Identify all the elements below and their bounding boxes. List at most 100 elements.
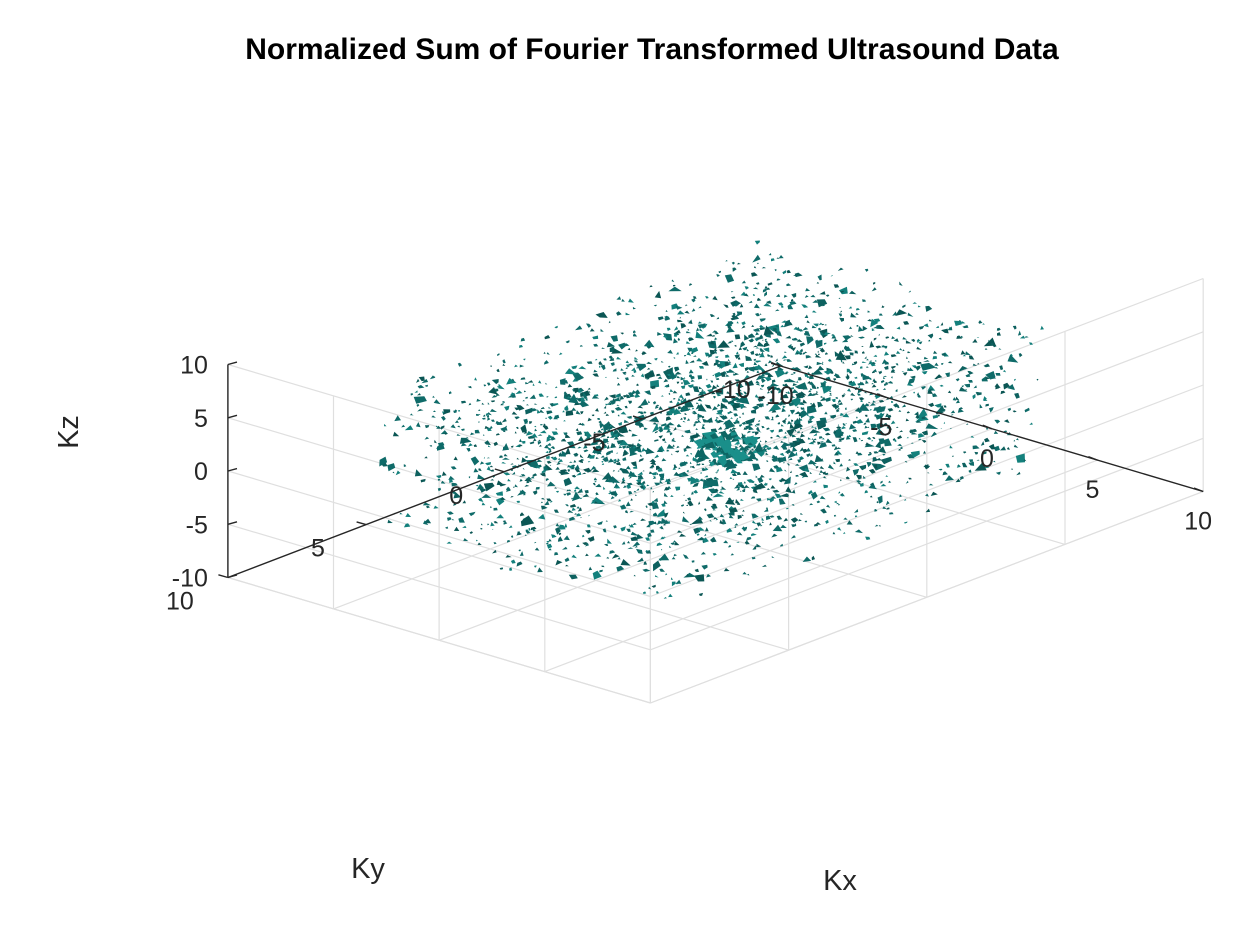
cloud-fragment [696, 533, 700, 536]
cloud-fragment [866, 366, 869, 368]
cloud-fragment [770, 436, 773, 439]
cloud-fragment [784, 431, 787, 434]
cloud-fragment [759, 313, 762, 315]
cloud-fragment [763, 508, 769, 512]
cloud-fragment [440, 480, 446, 484]
cloud-fragment [866, 358, 869, 361]
cloud-fragment [511, 471, 516, 475]
central-blob-fragment [716, 446, 722, 454]
cloud-fragment [587, 417, 592, 422]
cloud-fragment [779, 452, 785, 457]
cloud-fragment [809, 375, 814, 380]
cloud-fragment [771, 556, 775, 559]
cloud-fragment [759, 324, 764, 329]
cloud-fragment [907, 351, 911, 354]
cloud-fragment [731, 340, 734, 343]
cloud-fragment [797, 377, 802, 381]
cloud-fragment [676, 329, 681, 334]
cloud-fragment [831, 398, 836, 402]
cloud-fragment [681, 406, 685, 410]
cloud-fragment [602, 528, 607, 533]
cloud-fragment [538, 513, 546, 520]
cloud-fragment [882, 375, 887, 377]
cloud-fragment [491, 379, 499, 385]
cloud-fragment [685, 454, 690, 457]
cloud-fragment [473, 444, 478, 447]
cloud-fragment [670, 408, 673, 411]
cloud-fragment [826, 504, 831, 508]
cloud-fragment [750, 496, 756, 499]
cloud-fragment [906, 382, 914, 387]
cloud-fragment [547, 447, 552, 451]
cloud-fragment [671, 279, 675, 283]
cloud-fragment [972, 363, 978, 366]
cloud-fragment [562, 546, 568, 550]
cloud-fragment [625, 465, 631, 470]
cloud-fragment [667, 373, 671, 376]
data-cloud [379, 240, 1044, 599]
cloud-fragment [627, 347, 631, 351]
cloud-fragment [462, 500, 466, 504]
cloud-fragment [738, 388, 742, 392]
cloud-fragment [638, 557, 644, 562]
cloud-fragment [947, 326, 953, 331]
cloud-fragment [858, 385, 861, 389]
cloud-fragment [764, 334, 771, 338]
cloud-fragment [807, 407, 816, 411]
cloud-fragment [790, 433, 794, 436]
cloud-fragment [636, 363, 647, 372]
cloud-fragment [767, 497, 771, 501]
cloud-fragment [575, 410, 581, 415]
cloud-fragment [997, 329, 1000, 331]
cloud-fragment [794, 463, 800, 466]
cloud-fragment [755, 331, 760, 336]
cloud-fragment [867, 310, 871, 313]
cloud-fragment [622, 445, 626, 449]
cloud-fragment [657, 316, 664, 321]
cloud-fragment [523, 431, 528, 434]
cloud-fragment [943, 421, 946, 424]
cloud-fragment [912, 302, 917, 304]
cloud-fragment [792, 446, 798, 452]
cloud-fragment [809, 388, 813, 391]
cloud-fragment [899, 348, 903, 351]
cloud-fragment [553, 509, 559, 513]
cloud-fragment [584, 490, 589, 494]
cloud-fragment [502, 359, 506, 364]
cloud-fragment [871, 384, 877, 388]
cloud-fragment [850, 398, 854, 401]
x-tick-label: 0 [980, 445, 994, 473]
cloud-fragment [887, 381, 894, 384]
cloud-fragment [580, 411, 584, 415]
cloud-fragment [769, 429, 775, 433]
cloud-fragment [715, 419, 725, 423]
cloud-fragment [923, 432, 926, 435]
cloud-fragment [607, 402, 612, 406]
cloud-fragment [985, 403, 989, 407]
cloud-fragment [514, 431, 517, 434]
cloud-fragment [1010, 353, 1013, 357]
cloud-fragment [740, 484, 746, 489]
cloud-fragment [598, 420, 602, 423]
x-tick [876, 393, 887, 399]
cloud-fragment [821, 386, 832, 394]
cloud-fragment [761, 517, 765, 521]
cloud-fragment [526, 404, 529, 406]
cloud-fragment [766, 403, 769, 406]
cloud-fragment [681, 397, 685, 400]
cloud-fragment [453, 526, 460, 531]
cloud-fragment [578, 366, 587, 370]
cloud-fragment [796, 406, 799, 408]
cloud-fragment [740, 498, 744, 501]
cloud-fragment [587, 387, 591, 390]
cloud-fragment [493, 441, 499, 447]
cloud-fragment [632, 541, 640, 547]
cloud-fragment [653, 304, 657, 307]
cloud-fragment [863, 422, 867, 425]
cloud-fragment [617, 499, 622, 502]
cloud-fragment [616, 296, 621, 300]
cloud-fragment [781, 419, 786, 424]
cloud-fragment [896, 426, 899, 428]
cloud-fragment [466, 436, 469, 439]
cloud-fragment [664, 316, 671, 321]
